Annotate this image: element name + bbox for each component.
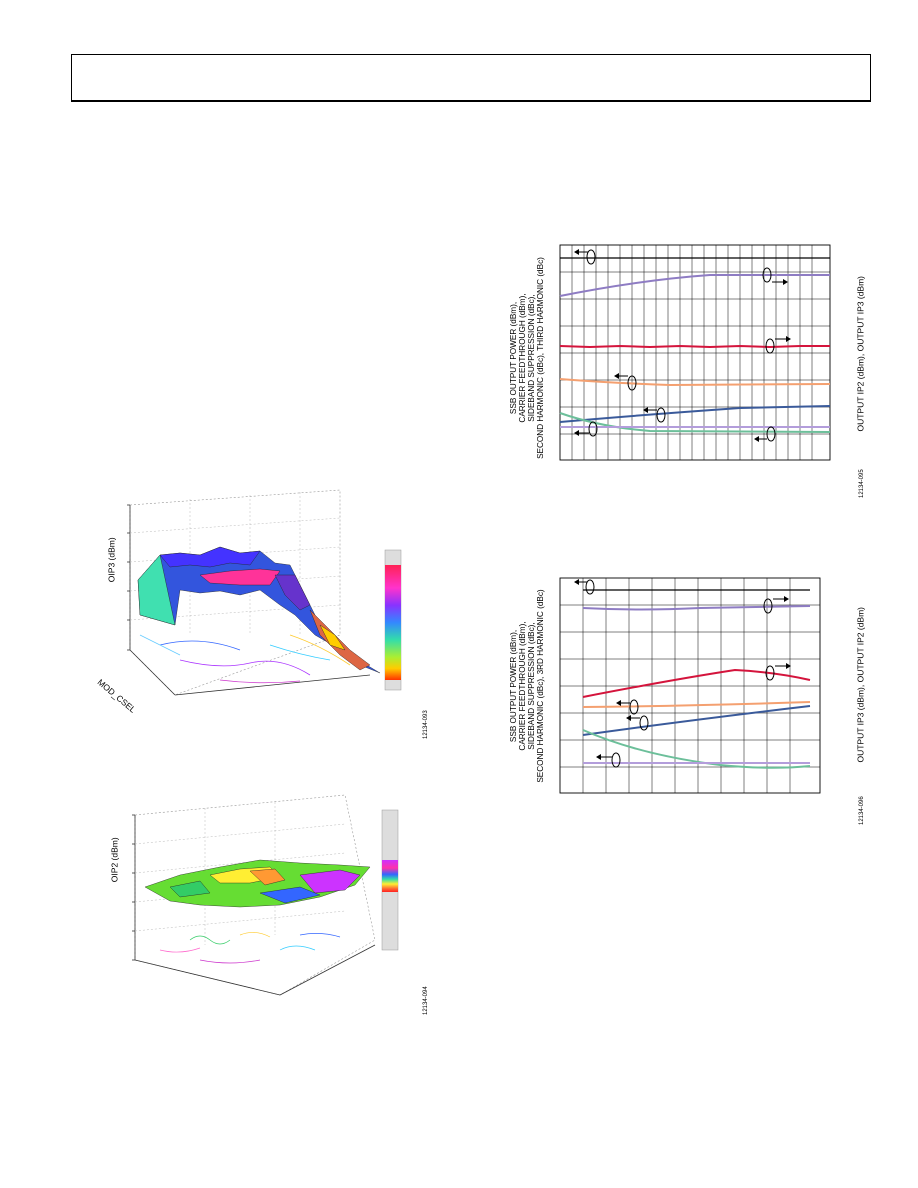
- surface-plot-oip3: OIP3 (dBm) MOD_CSEL: [96, 485, 440, 735]
- line-bottom-left-label-line-4: SECOND HARMONIC (dBc), 3RD HARMONIC (dBc…: [536, 589, 545, 783]
- line-bottom-left-label-line-2: CARRIER FEEDTHROUGH (dBm),: [518, 621, 527, 751]
- oip2-figure-code: 12134-094: [423, 986, 429, 1015]
- surface-plot-oip2-graphic: [132, 794, 399, 996]
- line-bottom-left-label-line-3: SIDEBAND SUPPRESSION (dBc),: [527, 622, 536, 750]
- line-chart-top-graphic: [559, 244, 831, 461]
- line-top-right-label: OUTPUT IP2 (dBm), OUTPUT IP3 (dBm): [855, 275, 866, 432]
- line-bottom-figure-code: 12134-096: [859, 796, 865, 825]
- line-bottom-left-label-line-1: SSB OUTPUT POWER (dBm),: [509, 629, 518, 743]
- line-chart-bottom: SSB OUTPUT POWER (dBm), CARRIER FEEDTHRO…: [490, 570, 890, 810]
- oip3-figure-code: 12134-093: [423, 710, 429, 739]
- surface-plot-oip3-graphic: [127, 489, 402, 696]
- line-top-left-label-line-4: SECOND HARMONIC (dBc), THIRD HARMONIC (d…: [536, 257, 545, 459]
- line-bottom-left-label: SSB OUTPUT POWER (dBm), CARRIER FEEDTHRO…: [509, 571, 545, 801]
- line-top-left-label-line-1: SSB OUTPUT POWER (dBm),: [509, 301, 518, 415]
- line-chart-top: SSB OUTPUT POWER (dBm), CARRIER FEEDTHRO…: [490, 235, 890, 475]
- line-bottom-right-label: OUTPUT IP3 (dBm), OUTPUT IP2 (dBm): [855, 606, 866, 763]
- line-top-left-label: SSB OUTPUT POWER (dBm), CARRIER FEEDTHRO…: [509, 243, 545, 473]
- surface-plot-oip2: OIP2 (dBm): [100, 775, 440, 1005]
- line-top-left-label-line-3: SIDEBAND SUPPRESSION (dBc),: [527, 294, 536, 422]
- oip2-ylabel: OIP2 (dBm): [109, 837, 120, 883]
- page-header-box: [71, 54, 871, 102]
- line-top-figure-code: 12134-095: [859, 469, 865, 498]
- line-chart-bottom-graphic: [559, 577, 821, 794]
- line-top-left-label-line-2: CARRIER FEEDTHROUGH (dBm),: [518, 293, 527, 423]
- oip3-ylabel: OIP3 (dBm): [106, 537, 117, 583]
